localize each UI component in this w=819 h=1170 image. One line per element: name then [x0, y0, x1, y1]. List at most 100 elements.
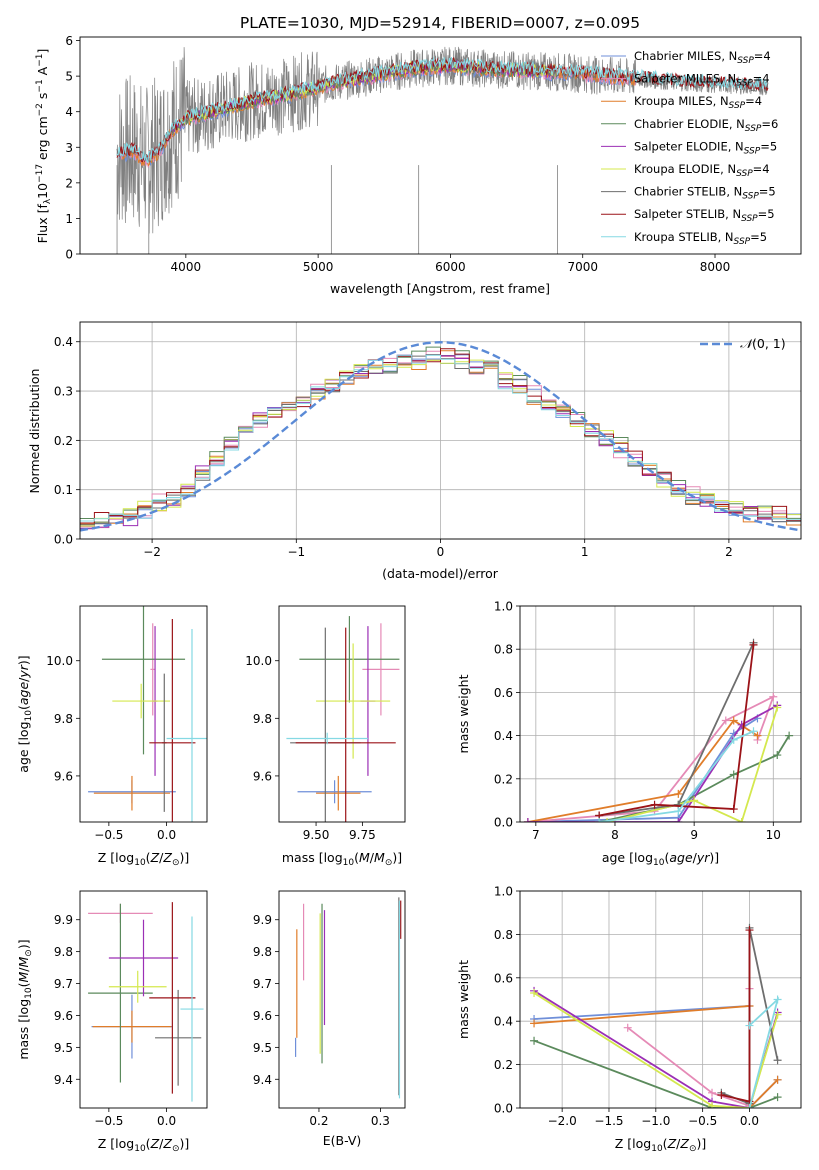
legend-normal-label: 𝒩(0, 1) [740, 336, 786, 351]
y-tick-label: 9.6 [54, 769, 73, 783]
x-tick-label: −0.5 [94, 828, 123, 842]
legend-label-salpeter-stelib: Salpeter STELIB, NSSP=5 [634, 207, 775, 224]
y-tick-label: 0.2 [494, 772, 513, 786]
axes-frame [278, 605, 406, 823]
y-tick-label: 9.7 [253, 977, 272, 991]
x-axis-label: (data-model)/error [382, 566, 499, 581]
normal-curve [80, 340, 801, 532]
weight-marker-salpeter-stelib [745, 926, 754, 935]
y-tick-label: 1 [65, 212, 73, 226]
weight-line-chabrier-elodie [533, 1039, 778, 1108]
weight-marker-kroupa-stelib [745, 1021, 754, 1030]
model-kroupa-stelib [116, 56, 768, 164]
weight-marker-kroupa-elodie [773, 1010, 782, 1019]
x-tick-label: 8 [611, 828, 619, 842]
weight-marker-kroupa-elodie [737, 818, 746, 822]
x-tick-label: −2 [143, 545, 161, 559]
weight-marker-salpeter-stelib [717, 1090, 726, 1099]
weight-marker-chabrier-elodie [773, 751, 782, 760]
weight-marker-kroupa-elodie [530, 988, 539, 997]
weight-marker-kroupa-elodie [690, 796, 699, 805]
y-tick-label: 4 [65, 105, 73, 119]
weight-line-salpeter-stelib [721, 930, 751, 1103]
weight-line-chabrier-stelib [599, 642, 755, 817]
y-tick-label: 0.4 [494, 1015, 513, 1029]
y-tick-label: 0.0 [494, 816, 513, 830]
legend-label-salpeter-elodie: Salpeter ELODIE, NSSP=5 [634, 139, 777, 156]
y-tick-label: 0.6 [494, 686, 513, 700]
weight-marker-salpeter-stelib [729, 805, 738, 814]
x-tick-label: 7000 [567, 260, 598, 274]
y-tick-label: 9.5 [253, 1041, 272, 1055]
axes-frame [278, 890, 406, 1109]
chart-mass-weight-vs-age: 7 8 9 10 0.0 0.2 0.4 0.6 0.8 1.0 age [log10(age/yr… [456, 600, 802, 868]
weight-marker-salpeter-stelib [650, 800, 659, 809]
x-tick-label: −2.0 [548, 1114, 577, 1128]
x-axis-label: age [log10(age/yr)] [602, 850, 719, 868]
chart-mass-weight-vs-Z: −2.0 −1.5 −1.0 −0.5 0.0 0.0 0.2 0.4 0.6 0.8 1.0 Z [… [456, 885, 802, 1154]
y-tick-label: 0.4 [54, 335, 73, 349]
weight-marker-salpeter-elodie [523, 818, 532, 822]
weight-marker-kroupa-elodie [603, 818, 612, 822]
weight-line-kroupa-stelib [599, 730, 754, 822]
weight-marker-kroupa-stelib [674, 807, 683, 816]
x-tick-label: 0.0 [157, 1114, 176, 1128]
y-tick-label: 0.0 [494, 1102, 513, 1116]
y-tick-label: 9.4 [54, 1073, 73, 1087]
y-tick-label: 9.8 [54, 712, 73, 726]
y-tick-label: 10.0 [245, 654, 272, 668]
y-tick-label: 1.0 [494, 885, 513, 899]
x-tick-label: −0.5 [688, 1114, 717, 1128]
weight-marker-kroupa-stelib [729, 735, 738, 744]
plot-area [530, 923, 782, 1108]
x-tick-label: 0.2 [309, 1114, 328, 1128]
y-tick-label: 0.3 [54, 385, 73, 399]
x-tick-label: 8000 [700, 260, 731, 274]
weight-marker-kroupa-stelib [745, 1104, 754, 1108]
axes-frame [79, 36, 802, 255]
y-tick-label: 9.5 [54, 1041, 73, 1055]
plot-area [116, 46, 769, 254]
plot-area [523, 638, 794, 822]
x-tick-label: 9.75 [349, 828, 376, 842]
y-tick-label: 9.9 [54, 913, 73, 927]
x-tick-label: 10 [766, 828, 781, 842]
y-axis-label: Flux [fλ10−17 erg cm−2 s−1 A−1] [35, 49, 53, 244]
axes-frame [79, 605, 208, 823]
y-tick-label: 0.6 [494, 971, 513, 985]
weight-marker-kroupa-stelib [773, 995, 782, 1004]
weight-marker-kroupa-miles [530, 1019, 539, 1028]
legend-label-chabrier-miles: Chabrier MILES, NSSP=4 [634, 49, 771, 66]
x-tick-label: 1 [581, 545, 589, 559]
chart-spectrum: 4000 5000 6000 7000 8000 0 1 2 3 4 5 6 wavelength [A… [35, 34, 802, 296]
x-tick-label: 7 [532, 828, 540, 842]
y-tick-label: 9.7 [54, 977, 73, 991]
x-tick-label: 6000 [435, 260, 466, 274]
plot-area [294, 897, 402, 1099]
weight-marker-salpeter-miles [708, 1088, 717, 1097]
x-axis-label: Z [log10(Z/Z⊙)] [98, 850, 190, 868]
weight-line-kroupa-miles [527, 719, 758, 822]
y-tick-label: 9.4 [253, 1073, 272, 1087]
plot-area [88, 606, 207, 822]
model-salpeter-stelib [116, 57, 769, 163]
axes-frame [79, 890, 208, 1109]
weight-marker-salpeter-miles [769, 692, 778, 701]
weight-line-kroupa-elodie [533, 992, 779, 1108]
y-tick-label: 1.0 [494, 600, 513, 614]
x-tick-label: 0.0 [157, 828, 176, 842]
x-axis-label: mass [log10(M/M⊙)] [282, 850, 402, 868]
weight-marker-kroupa-miles [729, 716, 738, 725]
plot-area [286, 616, 400, 822]
weight-marker-kroupa-stelib [595, 818, 604, 822]
x-tick-label: −1.0 [641, 1114, 670, 1128]
weight-marker-salpeter-elodie [674, 818, 683, 822]
y-axis-label: age [log10(age/yr)] [16, 655, 34, 772]
y-tick-label: 0 [65, 248, 73, 262]
chart-age-vs-mass: 9.50 9.75 9.6 9.8 10.0 mass [log10(M/M⊙)] [245, 605, 406, 868]
y-axis-label: mass weight [456, 674, 471, 753]
weight-line-salpeter-miles [527, 694, 775, 822]
legend-label-kroupa-stelib: Kroupa STELIB, NSSP=5 [634, 230, 767, 247]
weight-marker-salpeter-stelib [749, 640, 758, 649]
